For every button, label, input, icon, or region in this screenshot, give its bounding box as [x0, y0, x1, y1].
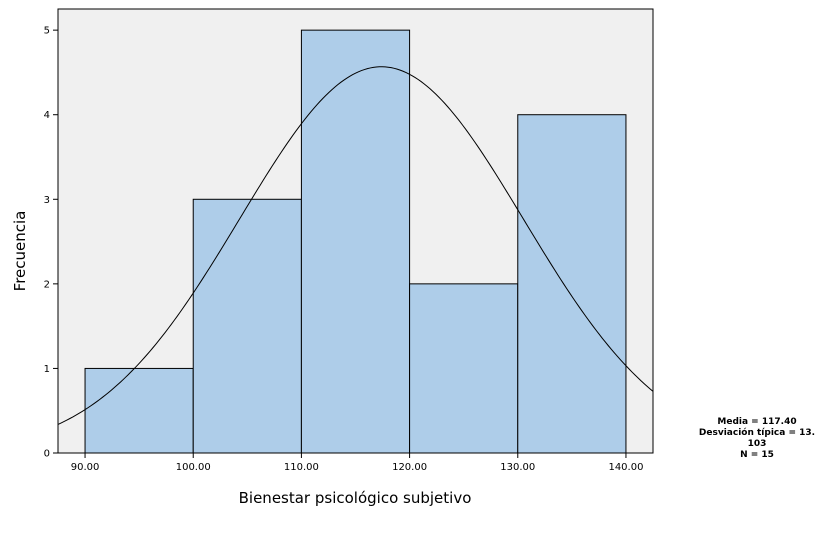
x-tick-label: 100.00 [176, 462, 211, 473]
y-tick-label: 4 [44, 110, 50, 121]
x-axis: 90.00 100.00 110.00 120.00 130.00 140.00 [71, 453, 643, 473]
x-tick-label: 130.00 [500, 462, 535, 473]
x-tick-label: 110.00 [284, 462, 319, 473]
x-tick-label: 120.00 [392, 462, 427, 473]
y-axis: 0 1 2 3 4 5 [44, 26, 58, 460]
bar-1 [84, 367, 194, 454]
n-stat: N = 15 [740, 450, 774, 460]
normal-curve [57, 66, 654, 425]
x-tick-label: 140.00 [608, 462, 643, 473]
bar-3 [300, 29, 411, 454]
sd-stat-continued: 103 [747, 439, 767, 449]
y-tick-label: 0 [44, 449, 50, 460]
sd-stat: Desviación típica = 13. [698, 428, 816, 438]
y-tick-label: 5 [44, 26, 50, 37]
mean-stat: Media = 117.40 [717, 417, 797, 427]
bars-group [84, 29, 627, 454]
bar-5 [517, 114, 627, 454]
x-tick-label: 90.00 [71, 462, 100, 473]
stats-box: Media = 117.40 Desviación típica = 13. 1… [672, 417, 840, 461]
bar-2 [192, 198, 302, 454]
x-axis-title: Bienestar psicológico subjetivo [239, 489, 472, 507]
y-tick-label: 3 [44, 195, 50, 206]
y-tick-label: 1 [44, 364, 50, 375]
y-axis-title: Frecuencia [11, 211, 29, 292]
y-tick-label: 2 [44, 279, 50, 290]
bar-4 [409, 283, 519, 454]
